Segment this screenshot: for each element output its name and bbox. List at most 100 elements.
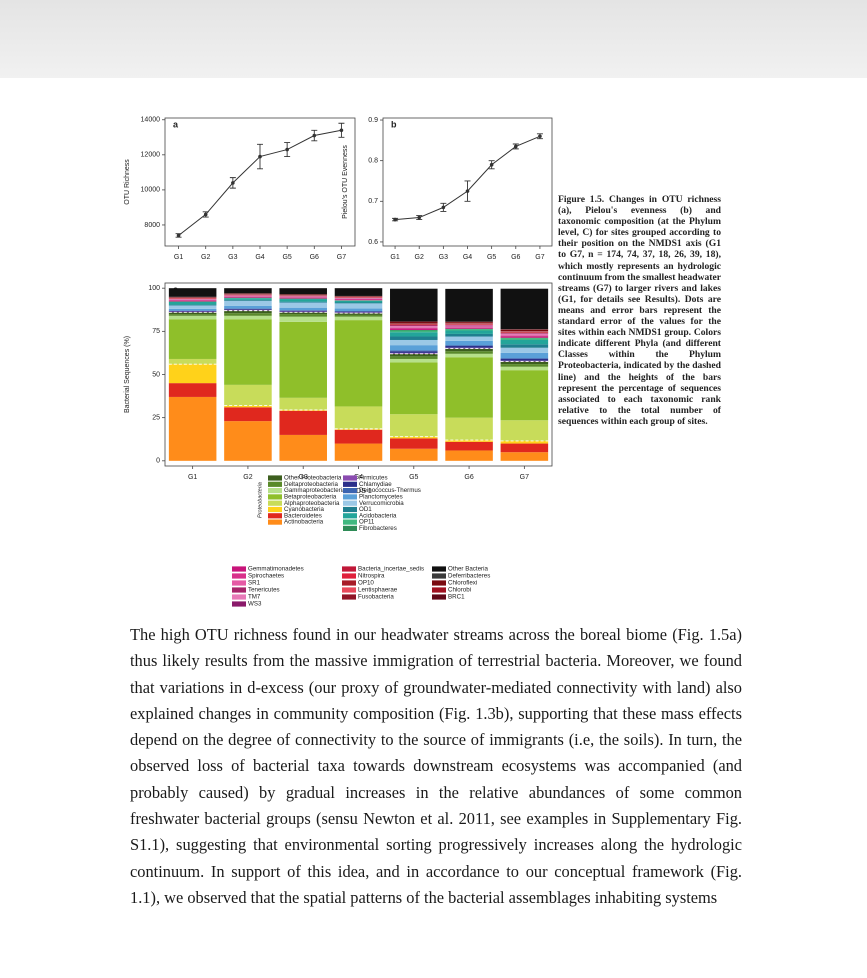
- legend-label: TM7: [248, 594, 261, 601]
- legend-swatch: [232, 573, 246, 579]
- bar-segment: [279, 312, 327, 315]
- bar-segment: [224, 308, 272, 310]
- bar-segment: [390, 325, 438, 326]
- bar-segment: [168, 311, 217, 313]
- bar-segment: [390, 322, 438, 324]
- bar-segment: [224, 309, 272, 311]
- bar-segment: [445, 330, 493, 334]
- bar-segment: [224, 421, 272, 461]
- bar-segment: [224, 315, 272, 320]
- bar-segment: [390, 350, 438, 352]
- bar-segment: [445, 327, 493, 328]
- bar-segment: [390, 328, 438, 330]
- bar-segment: [279, 307, 327, 311]
- bar-segment: [500, 366, 549, 371]
- bar-segment: [279, 299, 327, 302]
- legend-swatch: [343, 519, 357, 525]
- y-tick-label: 0.8: [368, 158, 378, 165]
- bar-segment: [390, 332, 438, 337]
- bar-segment: [445, 441, 493, 451]
- x-tick-label: G1: [188, 474, 197, 481]
- legend-label: Fusobacteria: [358, 594, 394, 601]
- legend-label: OP10: [358, 580, 374, 587]
- legend-label: Bacteroidetes: [284, 512, 322, 519]
- bar-segment: [445, 440, 493, 442]
- bar-segment: [390, 438, 438, 449]
- bar-segment: [500, 344, 549, 348]
- bar-segment: [168, 358, 217, 365]
- bar-segment: [334, 299, 383, 301]
- bar-segment: [500, 329, 549, 332]
- legend-swatch: [432, 573, 446, 579]
- x-axis-label: NMDS 1: [345, 488, 372, 495]
- x-tick-label: G4: [463, 254, 472, 261]
- legend-label: Chlorobi: [448, 587, 471, 594]
- legend-label: OP11: [359, 519, 375, 526]
- bar-segment: [279, 301, 327, 303]
- legend-label: Betaproteobacteria: [284, 494, 337, 501]
- bar-segment: [168, 314, 217, 316]
- mean-dot: [312, 133, 317, 138]
- bar-segment: [445, 347, 493, 349]
- bar-segment: [390, 345, 438, 351]
- bar-segment: [390, 324, 438, 326]
- bar-segment: [168, 299, 217, 300]
- panel-label: b: [391, 119, 397, 129]
- bar-segment: [168, 297, 217, 298]
- bar-segment: [500, 358, 549, 361]
- bar-segment: [445, 417, 493, 441]
- legend-label: Verrucomicrobia: [359, 500, 404, 507]
- mean-dot: [339, 128, 344, 133]
- legend-label: Actinobacteria: [284, 519, 324, 526]
- bar-segment: [168, 396, 217, 461]
- bar-segment: [334, 296, 383, 297]
- legend-label: Bacteria_incertae_sedis: [358, 566, 424, 573]
- legend-swatch: [342, 566, 356, 572]
- bar-segment: [390, 358, 438, 363]
- bar-segment: [390, 339, 438, 346]
- bar-segment: [224, 299, 272, 301]
- bar-segment: [279, 302, 327, 308]
- legend-swatch: [432, 587, 446, 593]
- bar-segment: [334, 313, 383, 315]
- bar-segment: [500, 333, 549, 336]
- bar-segment: [168, 300, 217, 301]
- bar-segment: [500, 331, 549, 333]
- legend-label: Firmicutes: [359, 475, 388, 482]
- mean-dot: [258, 154, 262, 159]
- mean-dot: [465, 189, 470, 193]
- legend-label: Fibrobacteres: [359, 525, 397, 532]
- bar-segment: [445, 324, 493, 325]
- bar-segment: [500, 352, 549, 359]
- bar-segment: [500, 443, 549, 453]
- legend-swatch: [268, 519, 282, 525]
- mean-dot: [538, 134, 542, 139]
- legend-swatch: [343, 475, 357, 481]
- y-tick-label: 10000: [141, 187, 161, 194]
- legend-swatch: [343, 481, 357, 487]
- bar-segment: [390, 353, 438, 357]
- x-tick-label: G6: [511, 254, 520, 261]
- bar-segment: [334, 288, 383, 296]
- bar-segment: [445, 351, 493, 354]
- bar-segment: [445, 340, 493, 346]
- bar-segment: [445, 353, 493, 358]
- bar-segment: [390, 356, 438, 359]
- bar-segment: [500, 338, 549, 340]
- bar-segment: [168, 312, 217, 315]
- bar-segment: [279, 288, 327, 295]
- mean-dot: [231, 181, 235, 185]
- x-tick-label: G7: [520, 474, 529, 481]
- bar-segment: [500, 360, 549, 362]
- bar-segment: [279, 409, 327, 411]
- bar-segment: [500, 420, 549, 441]
- x-tick-label: G5: [409, 474, 418, 481]
- x-tick-label: G1: [174, 254, 183, 261]
- bar-segment: [390, 288, 438, 322]
- x-tick-label: G4: [354, 474, 363, 481]
- mean-dot: [176, 233, 181, 238]
- legend-swatch: [432, 594, 446, 600]
- y-axis-label: Bacterial Sequences (%): [124, 336, 131, 413]
- legend-swatch: [268, 513, 282, 519]
